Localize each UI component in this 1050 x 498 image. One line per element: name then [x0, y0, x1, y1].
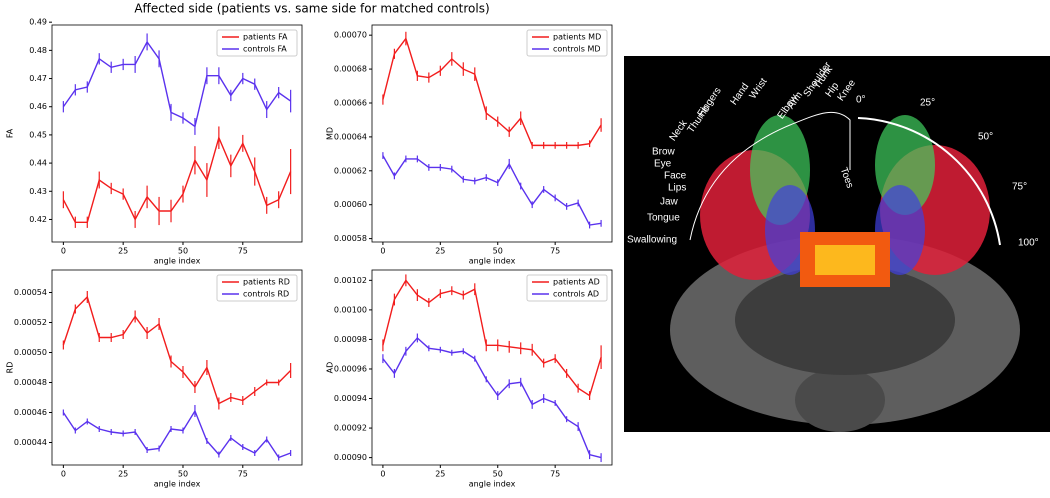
legend-label: controls RD [243, 290, 289, 299]
series-line [382, 155, 602, 226]
x-tick-label: 75 [550, 247, 560, 256]
x-tick-label: 25 [118, 470, 128, 479]
y-axis-label: AD [326, 362, 335, 374]
y-tick-label: 0.00094 [334, 394, 367, 403]
x-tick-label: 50 [493, 470, 503, 479]
y-tick-label: 0.00064 [334, 132, 367, 141]
x-axis-label: angle index [154, 257, 201, 266]
y-tick-label: 0.47 [29, 74, 47, 83]
y-tick-label: 0.43 [29, 187, 47, 196]
brain-label: Lips [668, 183, 686, 194]
y-tick-label: 0.00060 [334, 200, 367, 209]
plot-frame [51, 269, 303, 466]
legend-label: controls AD [553, 290, 599, 299]
y-axis-label: RD [6, 362, 15, 374]
y-tick-label: 0.00068 [334, 65, 367, 74]
y-tick-label: 0.48 [29, 46, 47, 55]
legend-label: controls FA [243, 45, 287, 54]
plot-frame [371, 269, 613, 466]
x-tick-label: 50 [178, 247, 188, 256]
thalamus-roi-core [815, 245, 875, 275]
legend-label: patients RD [243, 278, 290, 287]
x-tick-label: 25 [435, 470, 445, 479]
x-axis-label: angle index [154, 480, 201, 489]
brain-label: Face [664, 171, 687, 182]
x-tick-label: 75 [238, 470, 248, 479]
y-tick-label: 0.42 [29, 215, 47, 224]
x-tick-label: 0 [61, 470, 66, 479]
brainstem [795, 368, 885, 432]
brain-image: SwallowingTongueJawLipsFaceEyeBrowNeckTh… [624, 56, 1050, 432]
y-tick-label: 0.49 [29, 18, 47, 27]
x-axis-label: angle index [469, 480, 516, 489]
y-tick-label: 0.00062 [334, 166, 367, 175]
figure-title: Affected side (patients vs. same side fo… [134, 2, 489, 16]
x-axis-label: angle index [469, 257, 516, 266]
brain-label: 100° [1018, 238, 1039, 249]
brain-label: 75° [1012, 182, 1027, 193]
angle-arc [857, 117, 1001, 246]
y-axis-label: FA [6, 128, 15, 138]
plot-frame [371, 24, 613, 243]
series-line [382, 37, 602, 147]
y-tick-label: 0.00092 [334, 424, 367, 433]
series-line [382, 279, 602, 397]
brain-label: Eye [654, 159, 672, 170]
series-line [62, 40, 292, 128]
brain-label: Jaw [660, 197, 679, 208]
brain-label: Swallowing [627, 235, 677, 246]
y-tick-label: 0.00058 [334, 234, 367, 243]
brain-label: 0° [856, 95, 866, 106]
y-tick-label: 0.00052 [14, 318, 47, 327]
series-line [62, 135, 292, 223]
series-line [62, 295, 292, 405]
x-tick-label: 25 [435, 247, 445, 256]
y-tick-label: 0.46 [29, 102, 47, 111]
x-tick-label: 0 [380, 247, 385, 256]
plot-frame [51, 24, 303, 243]
legend-label: patients MD [553, 33, 601, 42]
y-tick-label: 0.00096 [334, 364, 367, 373]
series-line [62, 409, 291, 459]
y-tick-label: 0.00102 [334, 276, 367, 285]
legend-label: patients FA [243, 33, 288, 42]
y-tick-label: 0.00090 [334, 453, 367, 462]
y-tick-label: 0.45 [29, 130, 47, 139]
y-axis-label: MD [326, 127, 335, 140]
y-tick-label: 0.00046 [14, 408, 47, 417]
brain-label: 25° [920, 98, 935, 109]
x-tick-label: 25 [118, 247, 128, 256]
x-tick-label: 75 [550, 470, 560, 479]
legend-label: controls MD [553, 45, 601, 54]
brain-label: Brow [652, 147, 676, 158]
y-tick-label: 0.44 [29, 159, 47, 168]
y-tick-label: 0.00054 [14, 288, 47, 297]
y-tick-label: 0.00048 [14, 378, 47, 387]
y-tick-label: 0.00066 [334, 98, 367, 107]
y-tick-label: 0.00098 [334, 335, 367, 344]
y-tick-label: 0.00100 [334, 305, 367, 314]
homunculus-outline [689, 111, 851, 241]
series-line [382, 336, 602, 459]
y-tick-label: 0.00070 [334, 31, 367, 40]
x-tick-label: 0 [380, 470, 385, 479]
brain-label: 50° [978, 132, 993, 143]
legend-label: patients AD [553, 278, 600, 287]
y-tick-label: 0.00044 [14, 438, 47, 447]
x-tick-label: 50 [178, 470, 188, 479]
brain-inner [735, 265, 955, 375]
brain-label: Tongue [647, 213, 680, 224]
x-tick-label: 50 [493, 247, 503, 256]
x-tick-label: 0 [61, 247, 66, 256]
y-tick-label: 0.00050 [14, 348, 47, 357]
x-tick-label: 75 [238, 247, 248, 256]
